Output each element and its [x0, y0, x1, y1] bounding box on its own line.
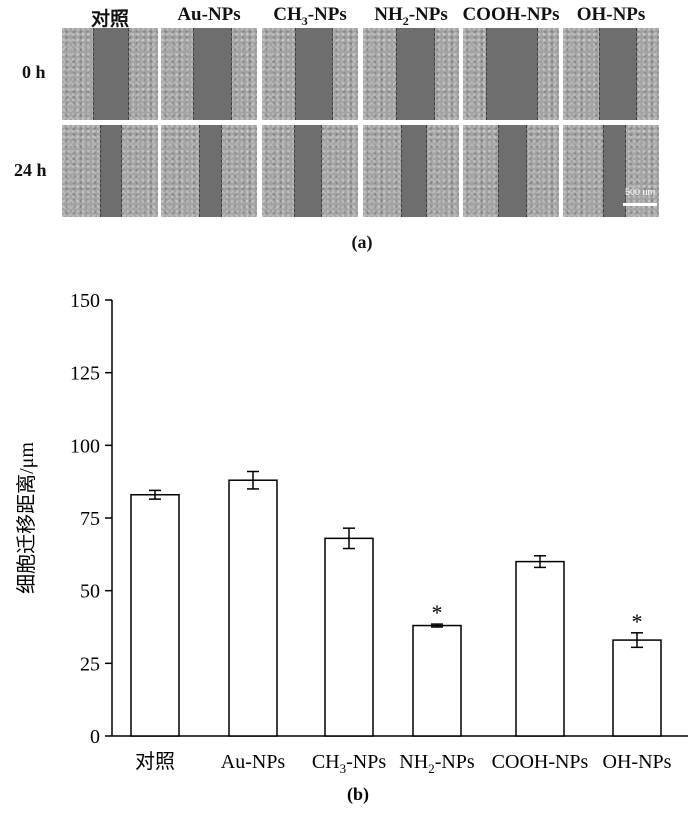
y-tick-label: 75 [80, 508, 100, 530]
row-label: 24 h [14, 160, 47, 180]
column-label: COOH-NPs [462, 4, 560, 25]
x-tick-label: COOH-NPs [492, 751, 589, 773]
micrograph-panel [463, 28, 559, 120]
micrograph-panel: 500 um [563, 125, 659, 217]
row-label: 0 h [22, 62, 46, 82]
micrograph-panel [262, 125, 358, 217]
column-label: CH3-NPs [273, 4, 347, 28]
micrograph-panel [463, 125, 559, 217]
scale-bar [623, 203, 657, 206]
y-tick-label: 25 [80, 653, 100, 675]
y-tick-label: 150 [70, 290, 100, 312]
bar [324, 537, 374, 737]
column-label: Au-NPs [177, 4, 241, 25]
y-axis-label: 细胞迁移距离/μm [15, 442, 38, 594]
bar [228, 479, 278, 737]
scratch-gap [100, 125, 122, 217]
bar [515, 560, 565, 737]
scratch-gap [295, 28, 333, 120]
x-tick-label: 对照 [135, 750, 175, 773]
scratch-gap [603, 125, 626, 217]
micrograph-panel [262, 28, 358, 120]
panel-a-caption: (a) [351, 232, 373, 252]
micrograph-panel [363, 28, 459, 120]
y-tick-label: 100 [70, 435, 100, 457]
migration-distance-bar-chart: 0 25 50 75 100 125 150 细胞迁移距离/μm 对照 Au-NPs CH3-NPs… [15, 290, 688, 805]
scratch-gap [396, 28, 435, 120]
y-tick-label: 50 [80, 581, 100, 603]
bar [130, 493, 180, 737]
x-tick-label: Au-NPs [221, 751, 286, 773]
micrograph-panel [62, 125, 158, 217]
migration-image-panel: 对照 Au-NPs CH3-NPs NH2-NPs COOH-NPs OH-NPs 0 h 2… [0, 0, 700, 262]
x-tick-label: NH2-NPs [399, 751, 475, 776]
scratch-gap [401, 125, 427, 217]
micrograph-panel [62, 28, 158, 120]
scratch-gap [93, 28, 129, 120]
micrograph-panel [161, 125, 257, 217]
micrograph-panel [161, 28, 257, 120]
scratch-gap [199, 125, 222, 217]
bar [412, 624, 462, 737]
y-tick-label: 0 [90, 726, 100, 748]
panel-b-caption: (b) [347, 784, 369, 805]
scratch-gap [498, 125, 527, 217]
column-label: OH-NPs [576, 4, 646, 25]
x-tick-label: CH3-NPs [312, 751, 387, 776]
column-label: NH2-NPs [374, 4, 448, 28]
column-label: 对照 [90, 9, 130, 30]
scratch-gap [599, 28, 637, 120]
y-tick-label: 125 [70, 363, 100, 385]
scratch-gap [486, 28, 538, 120]
significance-marker: * [632, 609, 643, 634]
scratch-gap [193, 28, 232, 120]
scratch-gap [294, 125, 322, 217]
significance-marker: * [432, 600, 443, 625]
bar [612, 639, 662, 737]
x-tick-label: OH-NPs [603, 751, 672, 773]
micrograph-panel [563, 28, 659, 120]
micrograph-panel [363, 125, 459, 217]
scale-bar-label: 500 um [625, 187, 656, 197]
